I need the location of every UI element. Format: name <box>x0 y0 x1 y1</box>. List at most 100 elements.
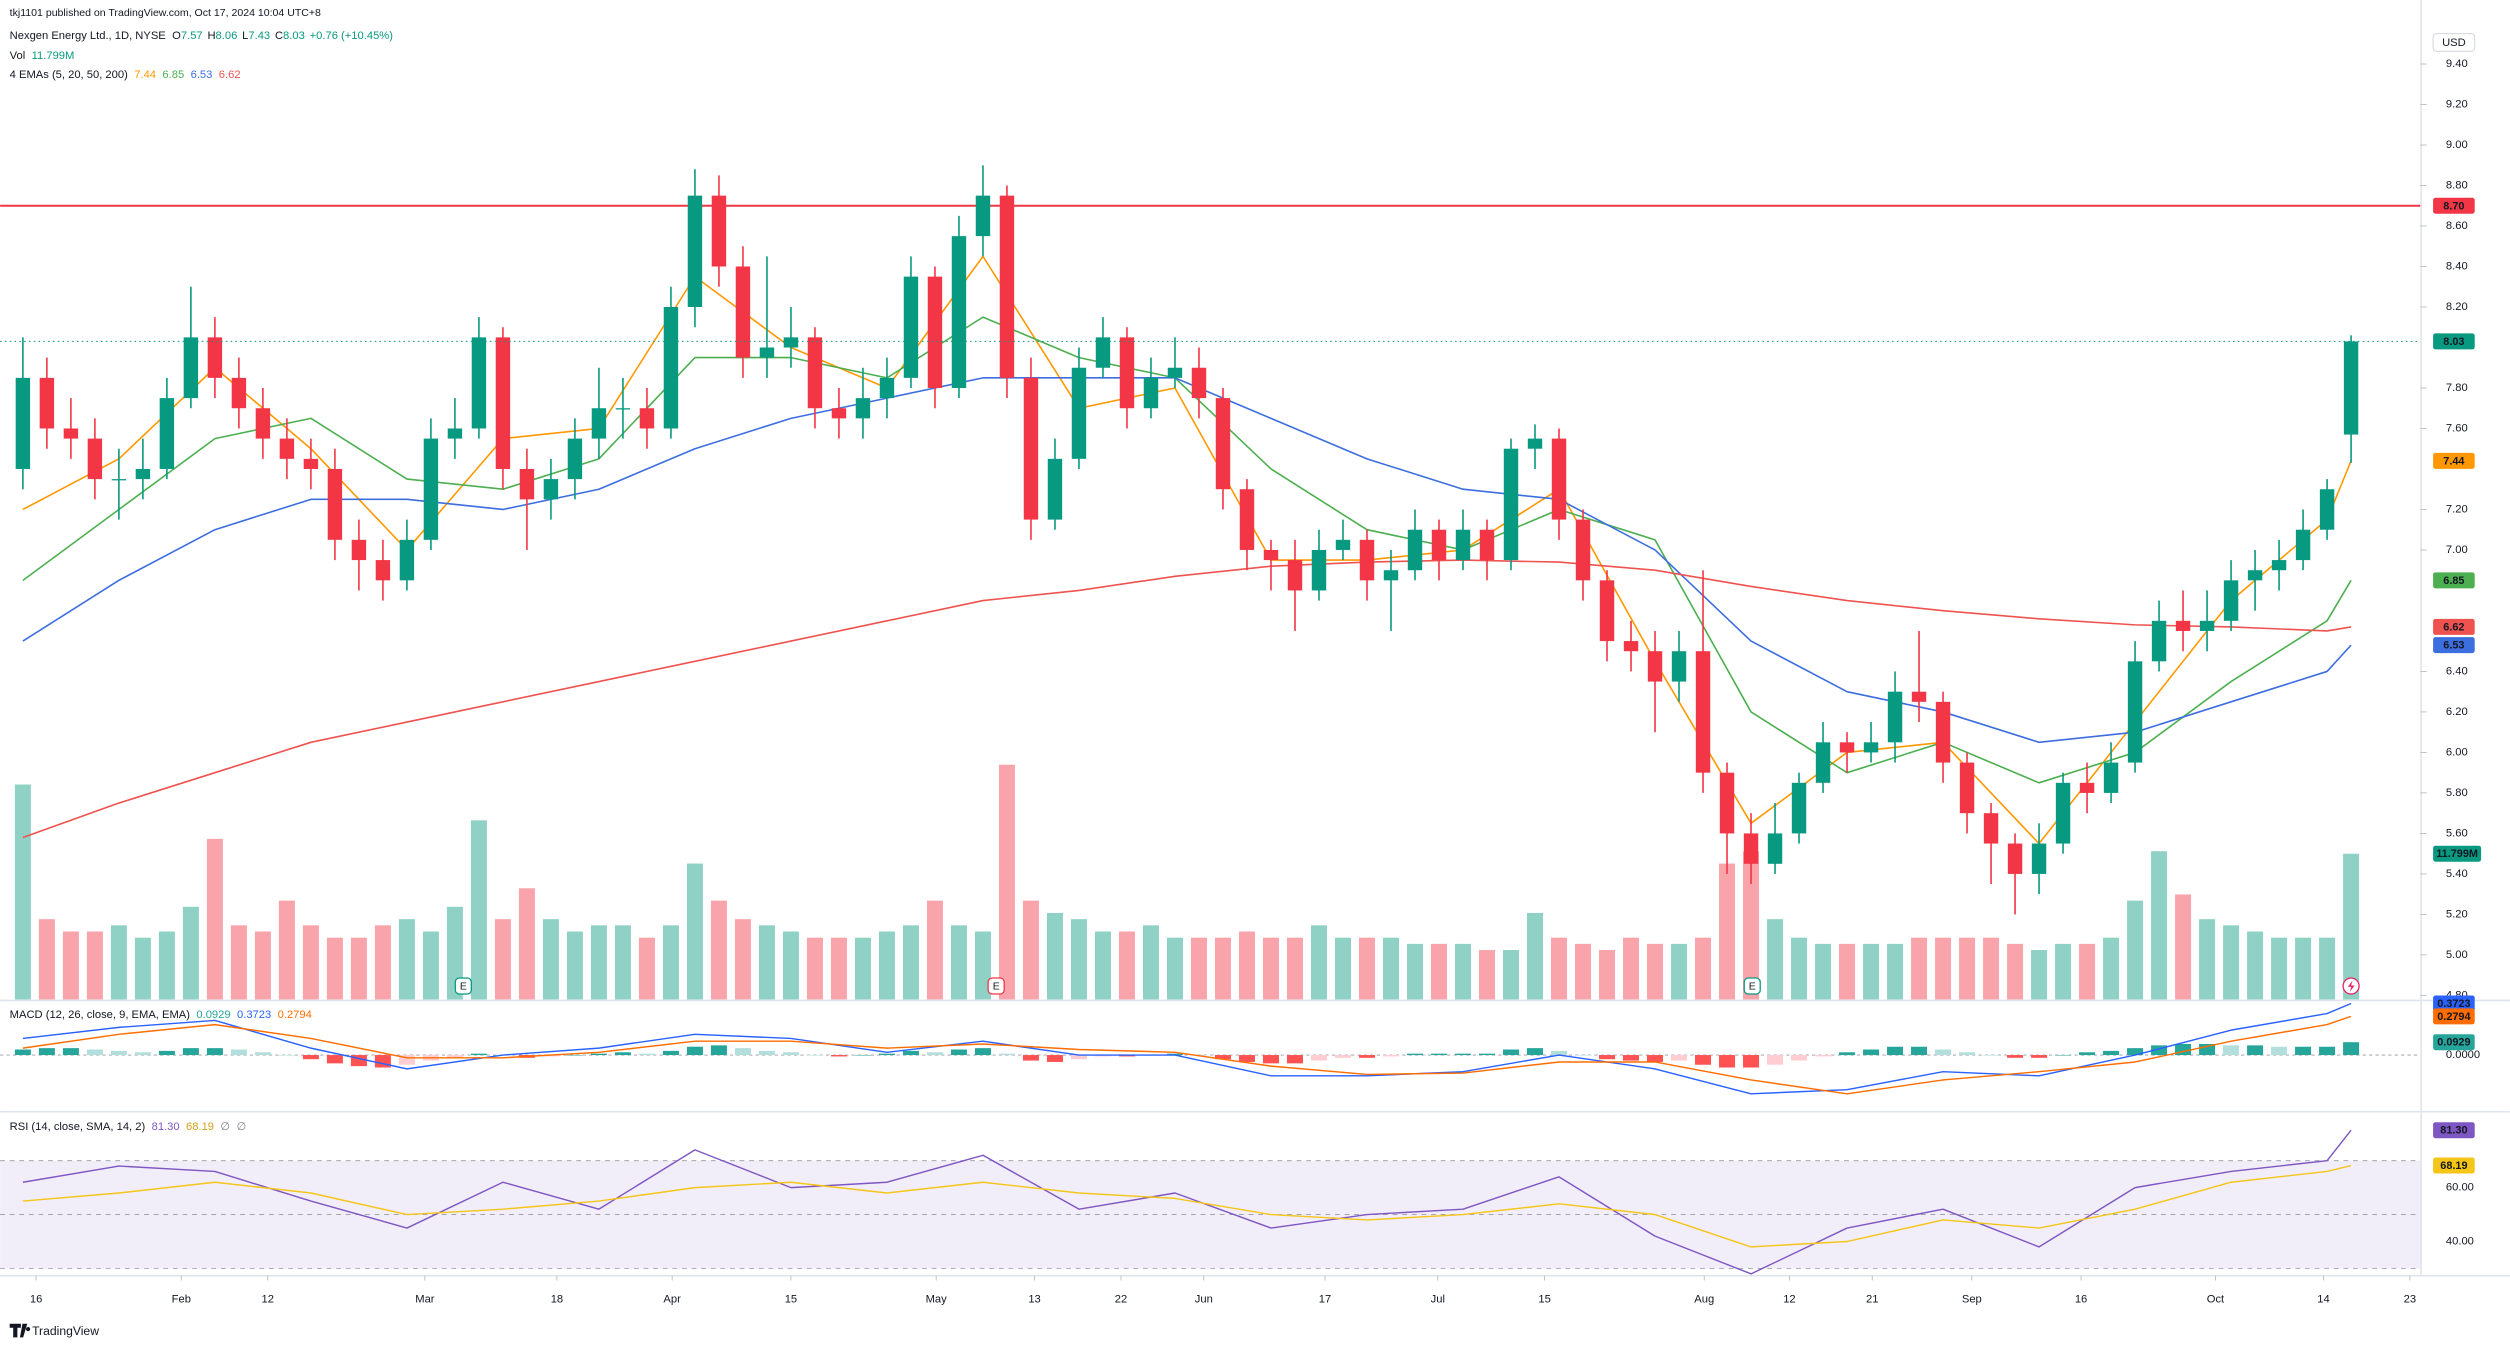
volume-bar <box>734 919 751 1000</box>
candle-body <box>399 539 415 581</box>
macd-histogram-bar <box>350 1055 367 1067</box>
volume-bar <box>2343 853 2360 1000</box>
candle-body <box>1311 549 1327 591</box>
volume-bar <box>2175 894 2192 1000</box>
y-tick-label: 7.60 <box>2446 422 2468 434</box>
y-tick-label: 6.00 <box>2446 746 2468 758</box>
macd-histogram-bar <box>1358 1055 1375 1058</box>
candle-body <box>1935 701 1951 763</box>
legend-text: 8.03 <box>283 30 305 42</box>
macd-histogram-bar <box>974 1048 991 1056</box>
volume-bar <box>1334 937 1351 1000</box>
candle-body <box>1863 742 1879 753</box>
volume-bar <box>2319 937 2336 1000</box>
volume-bar <box>1599 950 1616 1000</box>
volume-bar <box>1286 937 1303 1000</box>
x-tick-label: Apr <box>663 1294 681 1306</box>
earnings-label: E <box>1749 981 1756 992</box>
volume-bar <box>1094 931 1111 1000</box>
legend-text: 4 EMAs (5, 20, 50, 200) <box>10 69 128 81</box>
legend-row: tkj1101 published on TradingView.com, Oc… <box>10 7 321 19</box>
macd-histogram-bar <box>758 1050 775 1056</box>
macd-histogram-bar <box>1671 1055 1688 1061</box>
volume-bar <box>710 900 727 1000</box>
axis-badge <box>2433 1008 2475 1025</box>
axis-badge-label: 0.0929 <box>2437 1037 2470 1049</box>
legend-row: Vol 11.799M <box>10 50 75 62</box>
axis-badge <box>2433 333 2475 350</box>
macd-histogram-bar <box>590 1053 607 1056</box>
candle-body <box>1527 438 1543 449</box>
macd-histogram-bar <box>998 1053 1015 1056</box>
legend-text: ∅ <box>220 1121 230 1133</box>
candle-body <box>1215 398 1231 490</box>
y-tick-label: 6.40 <box>2446 665 2468 677</box>
macd-histogram-bar <box>14 1049 31 1056</box>
candle-body <box>615 408 631 410</box>
macd-histogram-bar <box>2271 1046 2288 1056</box>
macd-histogram-bar <box>2175 1043 2192 1056</box>
x-tick-label: 21 <box>1866 1294 1878 1306</box>
candle-body <box>759 347 775 358</box>
volume-bar <box>1430 943 1448 1000</box>
y-tick-label: 5.00 <box>2446 949 2468 961</box>
volume-bar <box>1454 943 1472 1000</box>
volume-bar <box>1575 943 1592 1000</box>
volume-bar <box>1839 943 1856 1000</box>
candle-body <box>999 195 1015 378</box>
candle-body <box>855 398 871 419</box>
volume-bar <box>1166 937 1183 1000</box>
candle-body <box>2271 560 2287 571</box>
y-tick-label: 9.20 <box>2446 98 2468 110</box>
volume-bar <box>1959 937 1976 1000</box>
volume-bar <box>1911 937 1928 1000</box>
candle-body <box>279 438 295 459</box>
x-tick-label: 15 <box>785 1294 797 1306</box>
volume-bar <box>1214 937 1231 1000</box>
macd-histogram-bar <box>1647 1055 1664 1062</box>
footer-brand: TradingView <box>32 1324 99 1338</box>
legend-text: 0.0929 <box>196 1009 230 1021</box>
legend-row: 4 EMAs (5, 20, 50, 200) 7.44 6.85 6.53 6.62 <box>10 69 241 81</box>
candle-body <box>879 377 895 399</box>
volume-bar <box>1983 937 2000 1000</box>
candle-body <box>807 337 823 409</box>
rsi-tick-label: 60.00 <box>2446 1182 2474 1194</box>
volume-bar <box>2031 950 2048 1000</box>
volume-bar <box>1479 950 1496 1000</box>
volume-bar <box>2199 919 2216 1000</box>
candle-body <box>1767 833 1783 864</box>
macd-histogram-bar <box>1214 1055 1231 1060</box>
volume-bar <box>398 919 415 1000</box>
macd-histogram-bar <box>254 1052 271 1056</box>
candle-body <box>207 337 223 378</box>
volume-bar <box>878 931 895 1000</box>
candle-body <box>1335 539 1351 550</box>
x-tick-label: 18 <box>551 1294 563 1306</box>
macd-histogram-bar <box>1815 1055 1832 1057</box>
candle-body <box>1191 367 1207 399</box>
volume-bar <box>14 784 31 1000</box>
candle-body <box>711 195 727 267</box>
y-tick-label: 5.20 <box>2446 908 2468 920</box>
legend-text: 7.57 <box>181 30 203 42</box>
volume-bar <box>206 838 223 1000</box>
volume-bar <box>518 888 535 1000</box>
macd-histogram-bar <box>1022 1055 1039 1061</box>
y-tick-label: 7.00 <box>2446 544 2468 556</box>
volume-bar <box>614 925 631 1000</box>
volume-bar <box>1815 943 1832 1000</box>
axis-badge-label: 7.44 <box>2443 455 2464 467</box>
candle-body <box>351 539 367 561</box>
candle-body <box>1383 570 1399 581</box>
x-tick-label: May <box>926 1294 948 1306</box>
volume-bar <box>62 931 79 1000</box>
rsi-sma-line <box>22 1164 2352 1248</box>
macd-histogram-bar <box>2079 1052 2096 1056</box>
candle-body <box>2055 782 2071 844</box>
volume-bar <box>662 925 679 1000</box>
macd-histogram-bar <box>1623 1055 1640 1061</box>
volume-bar <box>1743 851 1760 1000</box>
candle-body <box>15 377 31 469</box>
axis-badge <box>2433 197 2475 214</box>
